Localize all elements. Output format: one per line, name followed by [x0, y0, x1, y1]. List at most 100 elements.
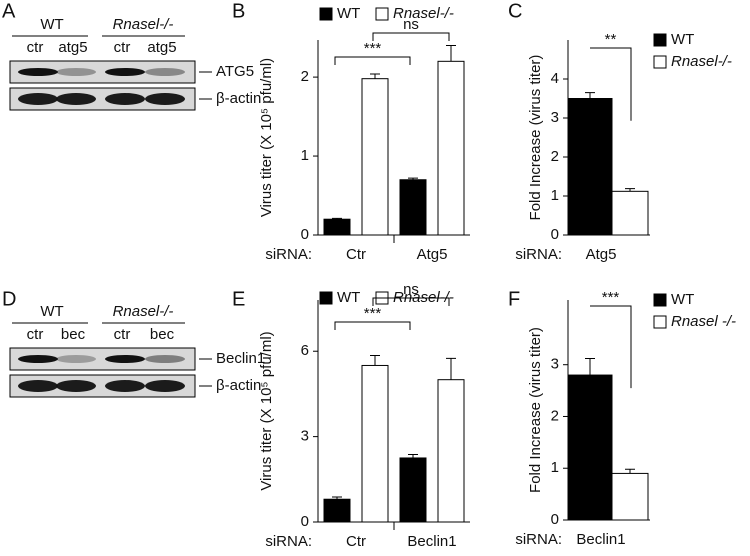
row-label: ATG5 — [216, 63, 254, 80]
row-label: Beclin1 — [216, 350, 265, 367]
legend-label: WT — [337, 289, 360, 306]
panel-letter: A — [2, 0, 16, 22]
panel-letter: C — [508, 0, 522, 22]
x-tick-label: Beclin1 — [576, 531, 625, 548]
lane-label: atg5 — [147, 39, 176, 56]
blot-band — [145, 380, 185, 392]
y-tick-label: 2 — [551, 407, 559, 424]
legend-swatch — [319, 7, 333, 21]
significance-bracket — [334, 56, 411, 65]
x-tick-label: Ctr — [346, 533, 366, 550]
significance-bracket — [334, 321, 411, 330]
x-tick-label: Atg5 — [586, 246, 617, 263]
x-tick-label: Beclin1 — [407, 533, 456, 550]
significance-label: *** — [364, 305, 382, 322]
blot-band — [56, 355, 96, 363]
blot-band — [18, 68, 58, 76]
y-tick-label: 3 — [551, 356, 559, 373]
error-bar — [625, 188, 635, 192]
row-label: β-actin — [216, 377, 261, 394]
row-label: β-actin — [216, 90, 261, 107]
bar — [567, 374, 613, 521]
significance-label: *** — [364, 40, 382, 57]
blot-band — [105, 68, 145, 76]
x-prefix: siRNA: — [515, 531, 562, 548]
error-bar — [446, 45, 456, 62]
bar — [611, 472, 649, 521]
significance-label: *** — [602, 289, 620, 306]
x-prefix: siRNA: — [515, 246, 562, 263]
blot-band — [105, 355, 145, 363]
y-tick-label: 2 — [301, 68, 309, 85]
legend-label: Rnasel-/- — [393, 5, 454, 22]
y-tick-label: 2 — [551, 148, 559, 165]
blot-band — [145, 68, 185, 76]
lane-label: bec — [61, 326, 86, 343]
y-axis-label: Virus titer (X 10⁵ pfu/ml) — [258, 58, 275, 217]
error-bar — [408, 177, 418, 180]
lane-label: ctr — [27, 39, 44, 56]
lane-label: ctr — [114, 39, 131, 56]
panel-letter: D — [2, 288, 16, 310]
blot-band — [145, 355, 185, 363]
legend-swatch — [653, 293, 667, 307]
blot-band — [18, 93, 58, 105]
y-tick-label: 3 — [301, 428, 309, 445]
bar — [611, 190, 649, 236]
y-tick-label: 6 — [301, 342, 309, 359]
bar — [323, 218, 351, 236]
group-label: WT — [40, 303, 63, 320]
bar — [567, 98, 613, 236]
significance-bracket — [590, 305, 632, 389]
error-bar — [585, 92, 595, 99]
bar — [361, 78, 389, 236]
y-tick-label: 0 — [301, 513, 309, 530]
significance-bracket — [590, 47, 632, 121]
legend-label: Rnasel-/- — [671, 53, 732, 70]
significance-bracket — [372, 297, 450, 306]
lane-label: ctr — [114, 326, 131, 343]
group-label: WT — [40, 16, 63, 33]
x-prefix: siRNA: — [265, 533, 312, 550]
y-tick-label: 4 — [551, 70, 559, 87]
lane-label: bec — [150, 326, 175, 343]
y-tick-label: 3 — [551, 109, 559, 126]
y-tick-label: 1 — [551, 459, 559, 476]
legend-swatch — [653, 33, 667, 47]
y-axis-label: Virus titer (X 10⁵ pfu/ml) — [258, 331, 275, 490]
panel-letter: F — [508, 288, 520, 310]
legend-swatch — [653, 55, 667, 69]
significance-label: ** — [605, 31, 617, 48]
blot-strip — [9, 87, 196, 111]
legend-swatch — [653, 315, 667, 329]
error-bar — [446, 357, 456, 380]
blot-band — [18, 380, 58, 392]
error-bar — [332, 496, 342, 500]
panel-letter: B — [232, 0, 245, 22]
error-bar — [370, 73, 380, 79]
significance-bracket — [372, 32, 450, 41]
bar — [437, 60, 465, 236]
blot-band — [56, 68, 96, 76]
bar — [399, 179, 427, 236]
blot-band — [56, 380, 96, 392]
error-bar — [625, 468, 635, 474]
lane-label: ctr — [27, 326, 44, 343]
bar — [323, 498, 351, 523]
legend-label: Rnasel -/- — [671, 313, 736, 330]
blot-strip — [9, 374, 196, 398]
bar — [399, 457, 427, 523]
y-tick-label: 1 — [551, 187, 559, 204]
legend-label: WT — [671, 31, 694, 48]
legend-swatch — [319, 291, 333, 305]
y-axis-label: Fold Increase (virus titer) — [527, 327, 544, 493]
error-bar — [332, 217, 342, 220]
significance-label: ns — [403, 281, 419, 298]
blot-strip — [9, 347, 196, 371]
legend-label: WT — [337, 5, 360, 22]
significance-label: ns — [403, 16, 419, 33]
blot-band — [56, 93, 96, 105]
legend-swatch — [375, 7, 389, 21]
blot-band — [105, 380, 145, 392]
